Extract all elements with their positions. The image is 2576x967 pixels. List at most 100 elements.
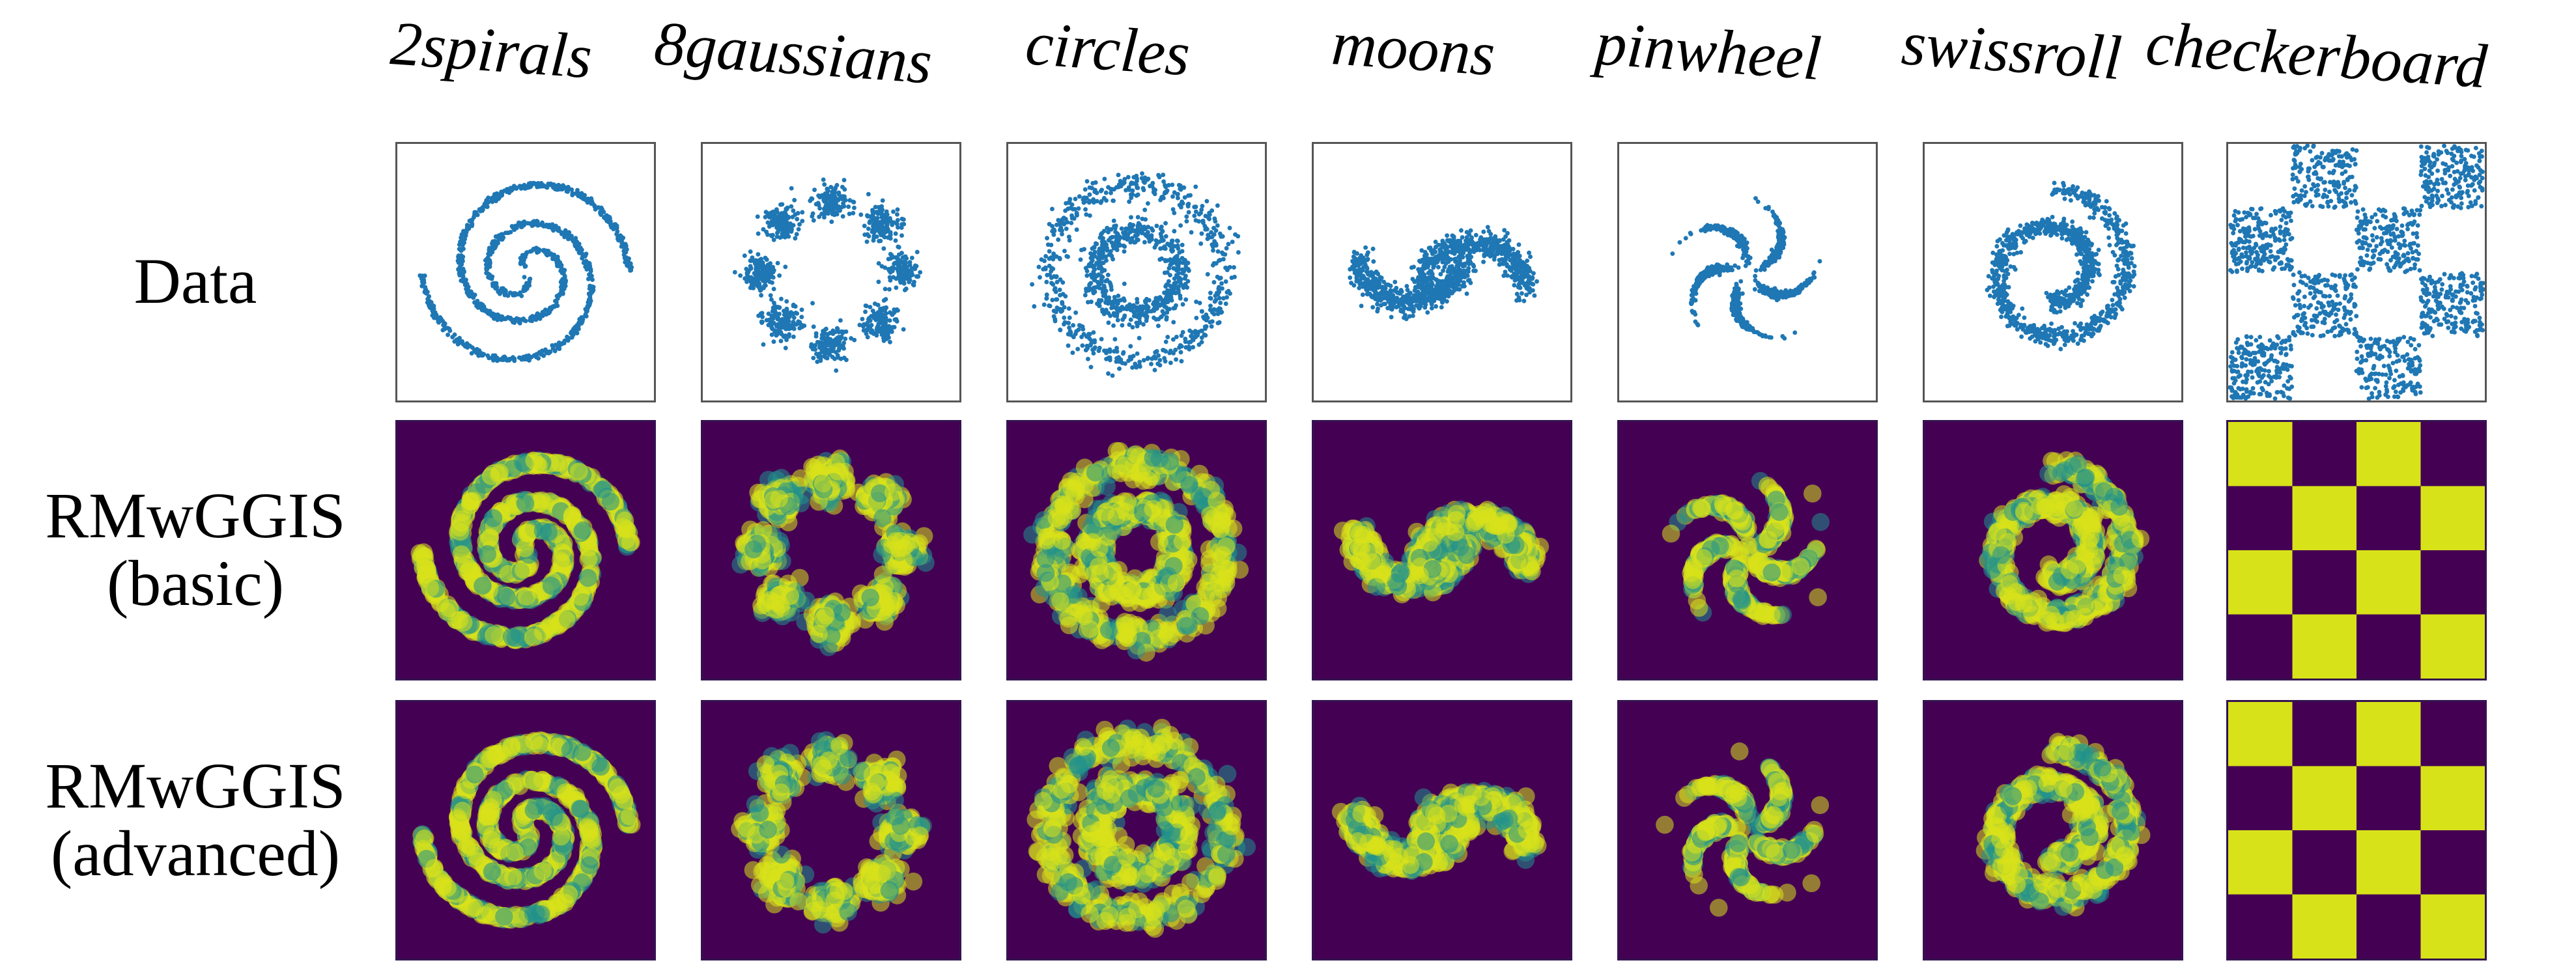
- scatter-point: [1118, 234, 1122, 240]
- scatter-point: [1135, 192, 1140, 197]
- scatter-point: [1106, 371, 1111, 376]
- scatter-point: [1433, 240, 1438, 244]
- scatter-point: [1490, 249, 1495, 254]
- scatter-point: [464, 287, 469, 292]
- scatter-point: [1102, 176, 1107, 182]
- scatter-point: [1170, 194, 1176, 199]
- scatter-point: [1142, 298, 1148, 303]
- scatter-point: [1099, 252, 1104, 257]
- scatter-point: [789, 323, 794, 328]
- scatter-point: [778, 296, 784, 301]
- scatter-point: [1107, 349, 1112, 354]
- scatter-point: [472, 348, 477, 353]
- scatter-point: [787, 227, 793, 232]
- scatter-point: [764, 257, 769, 262]
- scatter-point: [1440, 300, 1445, 305]
- scatter-point: [763, 273, 769, 278]
- scatter-point: [1354, 273, 1359, 279]
- scatter-point: [1388, 306, 1393, 311]
- scatter-point: [1383, 282, 1389, 287]
- scatter-point: [1171, 288, 1176, 293]
- scatter-point: [1399, 289, 1404, 294]
- scatter-point: [783, 333, 788, 338]
- scatter-point: [1128, 240, 1133, 245]
- scatter-point: [1507, 238, 1512, 243]
- scatter-point: [1426, 270, 1432, 275]
- scatter-point: [771, 275, 776, 280]
- scatter-point: [1134, 365, 1139, 370]
- scatter-point: [1405, 287, 1410, 292]
- scatter-point: [771, 237, 776, 242]
- scatter-point: [1175, 192, 1180, 197]
- scatter-point: [1184, 214, 1189, 219]
- scatter-point: [821, 215, 827, 220]
- scatter-point: [475, 298, 480, 303]
- scatter-point: [771, 232, 775, 238]
- scatter-point: [1179, 333, 1184, 338]
- scatter-point: [1141, 322, 1146, 327]
- scatter-point: [1447, 266, 1452, 270]
- scatter-point: [1049, 281, 1054, 286]
- scatter-point: [1135, 300, 1140, 305]
- scatter-point: [1362, 275, 1367, 281]
- scatter-point: [1205, 315, 1210, 320]
- scatter-point: [589, 196, 594, 201]
- scatter-point: [1053, 286, 1058, 291]
- row-label-basic: RMwGGIS (basic): [0, 482, 391, 617]
- scatter-point: [1173, 347, 1178, 352]
- scatter-point: [1441, 290, 1446, 295]
- scatter-point: [1230, 240, 1235, 244]
- scatter-point: [758, 275, 763, 281]
- scatter-point: [738, 273, 743, 278]
- scatter-point: [1135, 296, 1140, 301]
- scatter-point: [1482, 253, 1487, 259]
- scatter-point: [1419, 272, 1424, 277]
- scatter-point: [1193, 204, 1198, 210]
- scatter-point: [834, 182, 840, 188]
- scatter-point: [430, 313, 435, 318]
- scatter-point: [879, 231, 884, 236]
- scatter-point: [1215, 203, 1220, 208]
- scatter-point: [1178, 343, 1183, 348]
- scatter-point: [1168, 283, 1173, 288]
- scatter-point: [1352, 250, 1357, 255]
- scatter-point: [1163, 258, 1168, 263]
- scatter-point: [1200, 220, 1206, 225]
- scatter-point: [790, 214, 795, 219]
- scatter-point: [823, 204, 828, 209]
- scatter-point: [784, 318, 789, 323]
- scatter-point: [901, 268, 907, 272]
- scatter-point: [789, 312, 793, 317]
- scatter-point: [880, 198, 885, 203]
- scatter-point: [1429, 305, 1434, 311]
- scatter-point: [1168, 247, 1174, 253]
- scatter-point: [750, 255, 755, 260]
- scatter-point: [792, 197, 797, 203]
- scatter-point: [1135, 238, 1140, 242]
- scatter-point: [810, 346, 815, 352]
- scatter-point: [579, 193, 584, 198]
- scatter-point: [870, 229, 875, 234]
- scatter-point: [1136, 227, 1141, 231]
- scatter-point: [828, 343, 833, 348]
- scatter-point: [1058, 328, 1063, 333]
- scatter-point: [1499, 245, 1505, 251]
- scatter-point: [1103, 247, 1109, 252]
- scatter-point: [1107, 295, 1112, 300]
- scatter-point: [1451, 235, 1456, 240]
- col-title-circles: circles: [1023, 8, 1193, 89]
- scatter-point: [1522, 261, 1527, 266]
- scatter-point: [838, 356, 843, 361]
- scatter-point: [769, 297, 774, 302]
- scatter-point: [834, 368, 839, 373]
- scatter-point: [1429, 290, 1434, 295]
- scatter-point: [1460, 235, 1465, 240]
- scatter-point: [778, 202, 783, 207]
- scatter-point: [1127, 322, 1132, 328]
- scatter-point: [1038, 275, 1042, 280]
- scatter-point: [1030, 282, 1035, 287]
- scatter-point: [470, 345, 475, 350]
- scatter-point: [1159, 236, 1165, 242]
- scatter-point: [1072, 206, 1077, 212]
- scatter-point: [1419, 248, 1424, 253]
